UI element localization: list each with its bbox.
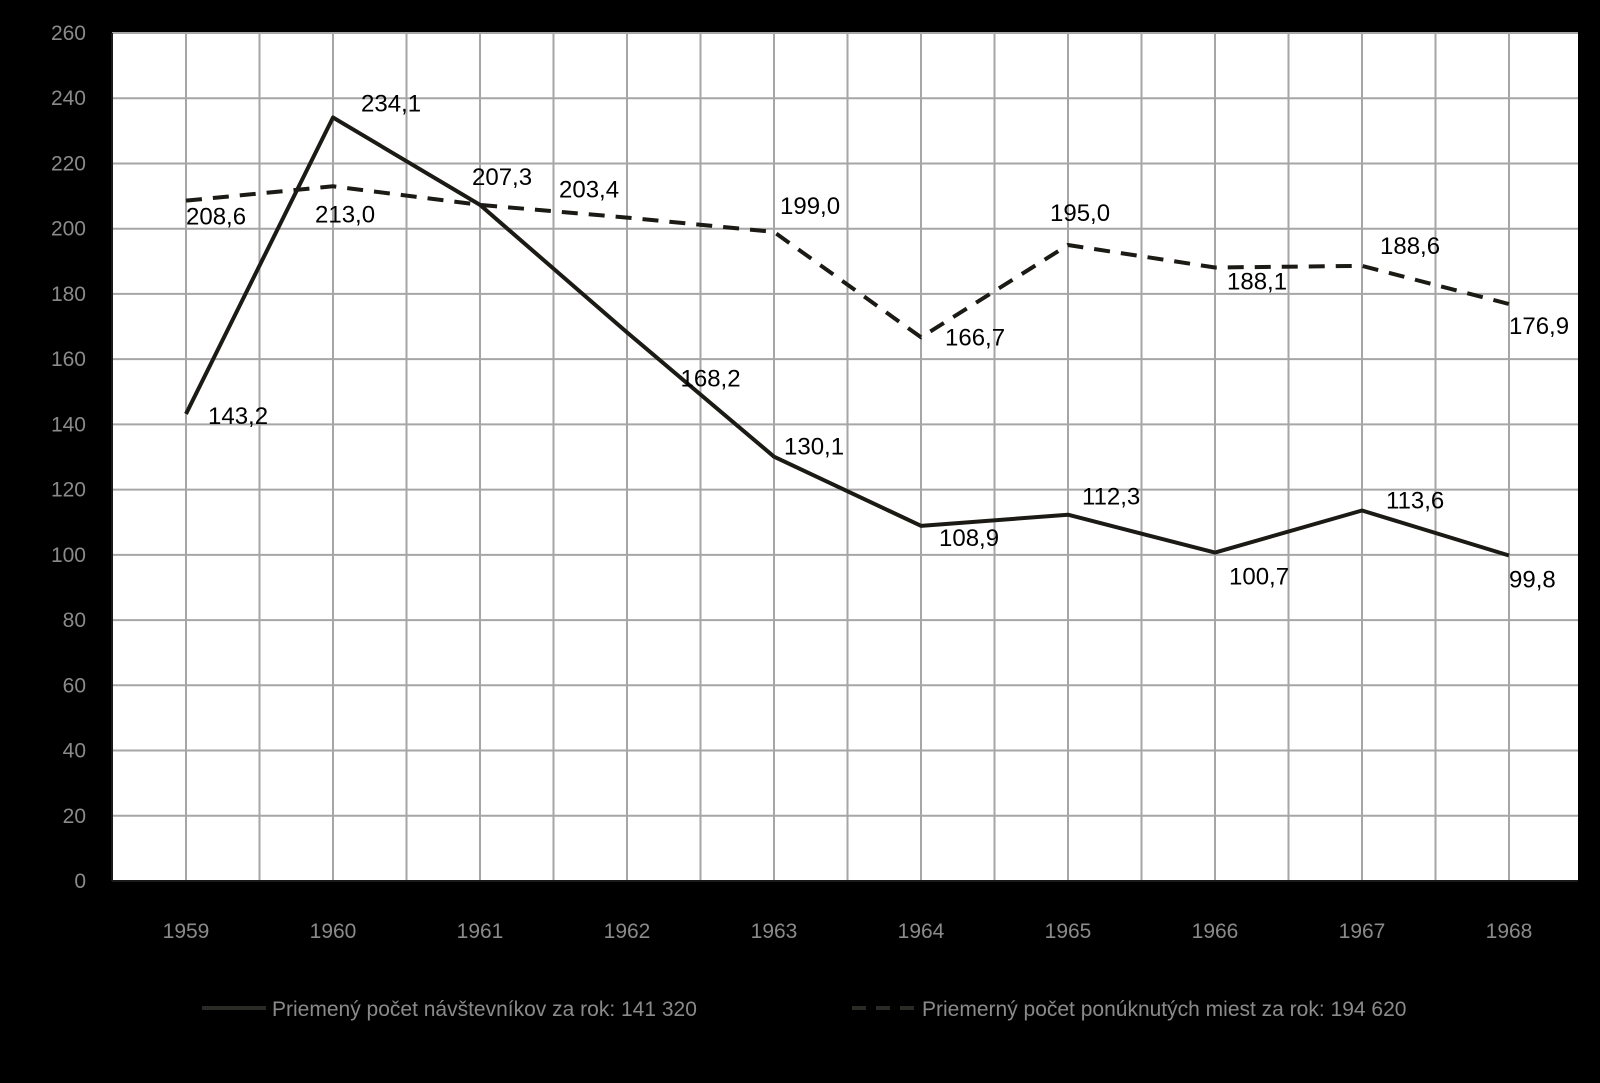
x-tick-label: 1967 bbox=[1339, 920, 1386, 943]
y-tick-label: 40 bbox=[63, 740, 86, 763]
data-label: 99,8 bbox=[1509, 566, 1556, 593]
data-label: 195,0 bbox=[1050, 200, 1110, 227]
y-tick-label: 260 bbox=[51, 22, 86, 45]
series-lines bbox=[184, 115, 1510, 558]
legend: Priemený počet návštevníkov za rok: 141 … bbox=[202, 998, 1406, 1021]
data-label: 100,7 bbox=[1229, 564, 1289, 591]
legend-label-offered-seats: Priemerný počet ponúknutých miest za rok… bbox=[922, 998, 1406, 1021]
x-tick-label: 1965 bbox=[1045, 920, 1092, 943]
data-label: 166,7 bbox=[945, 324, 1005, 351]
x-tick-label: 1959 bbox=[163, 920, 210, 943]
x-tick-label: 1964 bbox=[898, 920, 945, 943]
y-tick-label: 100 bbox=[51, 544, 86, 567]
y-tick-label: 0 bbox=[74, 870, 86, 893]
x-tick-label: 1960 bbox=[310, 920, 357, 943]
data-label: 213,0 bbox=[315, 201, 375, 228]
series-line-visitors bbox=[184, 115, 1510, 558]
data-label: 188,6 bbox=[1380, 233, 1440, 260]
data-labels: 143,2 234,1 207,3 168,2 130,1 108,9 112,3 100,7… bbox=[186, 90, 1569, 593]
data-label: 207,3 bbox=[472, 164, 532, 191]
x-tick-label: 1962 bbox=[604, 920, 651, 943]
y-tick-label: 140 bbox=[51, 413, 86, 436]
plot-area bbox=[112, 33, 1578, 881]
x-tick-label: 1966 bbox=[1192, 920, 1239, 943]
y-tick-label: 180 bbox=[51, 283, 86, 306]
y-tick-label: 220 bbox=[51, 152, 86, 175]
y-tick-label: 200 bbox=[51, 218, 86, 241]
data-label: 208,6 bbox=[186, 204, 246, 231]
data-label: 199,0 bbox=[780, 193, 840, 220]
y-tick-label: 160 bbox=[51, 348, 86, 371]
gridlines bbox=[112, 32, 1578, 881]
y-tick-label: 120 bbox=[51, 479, 86, 502]
data-label: 112,3 bbox=[1082, 484, 1140, 511]
data-label: 176,9 bbox=[1509, 313, 1569, 340]
x-tick-label: 1963 bbox=[751, 920, 798, 943]
series-line-offered-seats bbox=[185, 184, 1510, 340]
data-label: 234,1 bbox=[361, 90, 421, 117]
data-label: 188,1 bbox=[1227, 269, 1287, 296]
y-tick-label: 80 bbox=[63, 609, 86, 632]
data-label: 130,1 bbox=[784, 434, 844, 461]
axes: 0 20 40 60 80 100 120 140 160 180 200 220 240 260 1959… bbox=[51, 22, 1578, 943]
data-label: 168,2 bbox=[681, 366, 741, 393]
legend-label-visitors: Priemený počet návštevníkov za rok: 141 … bbox=[272, 998, 697, 1021]
data-label: 203,4 bbox=[559, 177, 619, 204]
x-tick-label: 1961 bbox=[457, 920, 504, 943]
data-label: 113,6 bbox=[1386, 487, 1444, 514]
y-tick-label: 60 bbox=[63, 674, 86, 697]
x-tick-label: 1968 bbox=[1486, 920, 1533, 943]
y-tick-label: 20 bbox=[63, 805, 86, 828]
y-tick-label: 240 bbox=[51, 87, 86, 110]
data-label: 143,2 bbox=[208, 403, 268, 430]
data-label: 108,9 bbox=[939, 525, 999, 552]
